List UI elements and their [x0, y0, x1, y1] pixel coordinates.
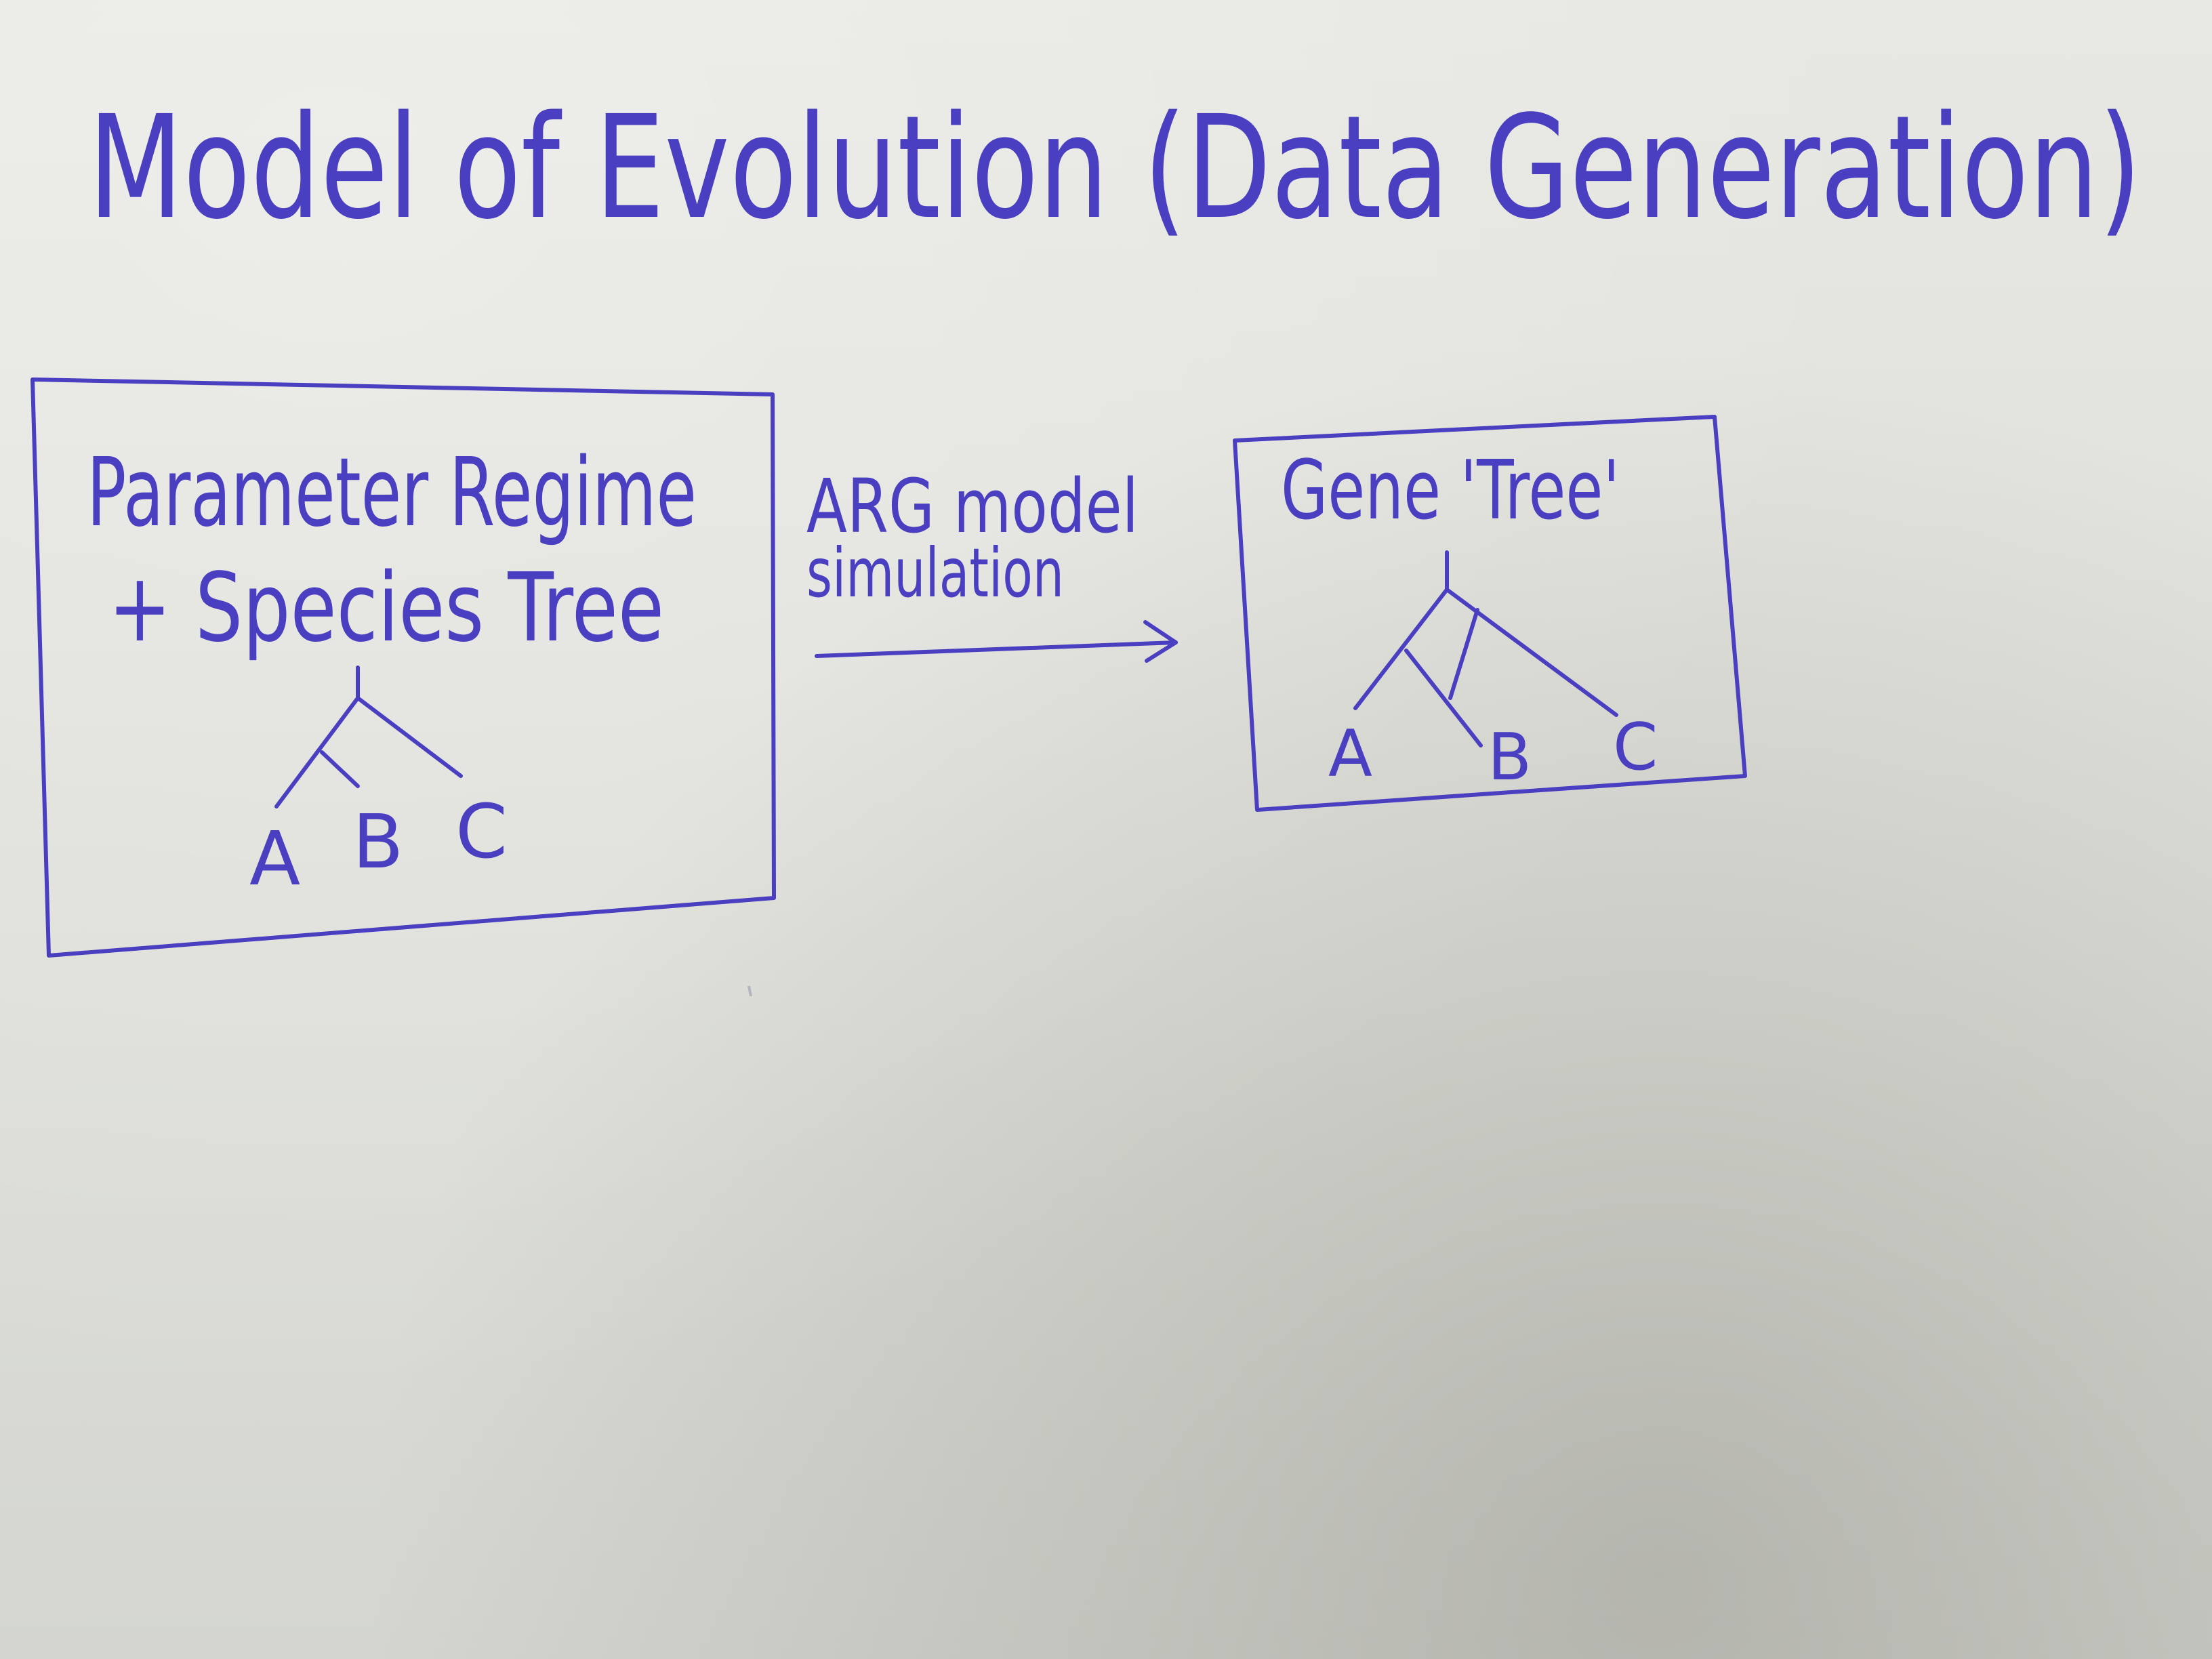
species-tree-right-branch: [356, 696, 463, 778]
gene-tree-right-branch: [1445, 588, 1618, 717]
gene-tree: [1353, 550, 1618, 747]
stray-mark: [747, 985, 752, 997]
gene-tree-leaf-b: B: [1488, 720, 1532, 795]
right-box-title: Gene 'Tree': [1281, 444, 1620, 538]
species-tree-leaf-b: B: [352, 798, 403, 885]
diagram-title: Model of Evolution (Data Generation): [88, 85, 2142, 251]
right-box: [1233, 415, 1747, 812]
gene-tree-left-branch: [1353, 588, 1449, 710]
arrow: [815, 620, 1178, 663]
arrow-label-line1: ARG model: [806, 463, 1139, 550]
gene-tree-b-branch: [1404, 649, 1483, 747]
species-tree-leaf-c: C: [455, 788, 508, 875]
gene-tree-reticulation: [1448, 608, 1479, 700]
species-tree-leaf-a: A: [249, 815, 300, 902]
left-box-line1: Parameter Regime: [87, 438, 697, 548]
arrow-head: [1143, 620, 1178, 663]
gene-tree-leaf-c: C: [1613, 710, 1658, 785]
arrow-shaft: [815, 640, 1178, 658]
arrow-label-line2: simulation: [806, 533, 1064, 613]
left-box: [30, 377, 776, 958]
species-tree-left-branch: [274, 696, 360, 808]
left-box-line2: + Species Tree: [108, 553, 664, 663]
gene-tree-leaf-a: A: [1328, 717, 1372, 792]
species-tree: [274, 665, 463, 808]
species-tree-b-branch: [320, 750, 360, 788]
